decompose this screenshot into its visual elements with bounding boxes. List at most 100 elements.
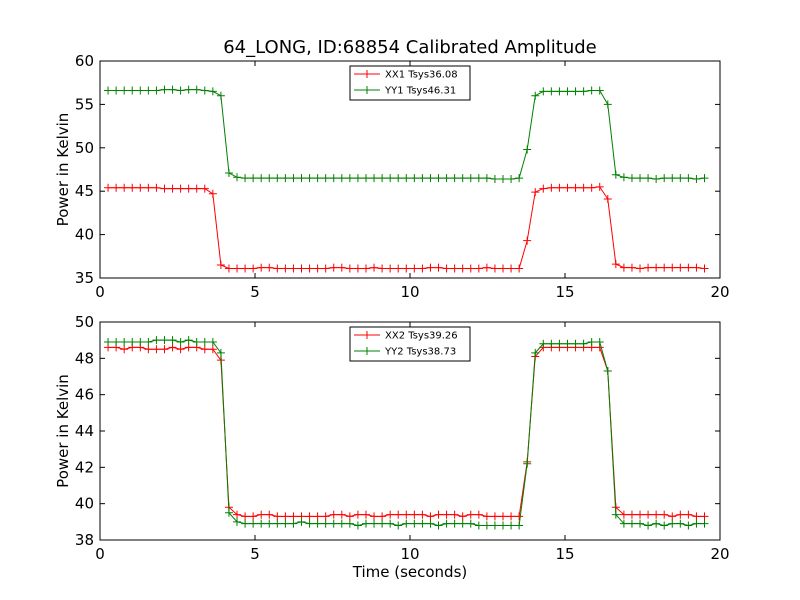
top-series-0-point — [515, 264, 524, 273]
bottom-series-1-point — [233, 517, 242, 526]
bottom-series-0-point — [619, 510, 628, 519]
top-series-1-point — [208, 87, 217, 96]
bottom-series-1-point — [386, 519, 395, 528]
bottom-series-1-point — [241, 519, 250, 528]
bottom-y-tick-label: 50 — [75, 313, 94, 331]
top-series-0-point — [370, 263, 379, 272]
top-series-0-point — [386, 264, 395, 273]
top-series-1-point — [442, 174, 451, 183]
top-series-0-point — [418, 264, 427, 273]
top-series-1-point — [216, 91, 225, 100]
top-series-0-point — [547, 183, 556, 192]
bottom-series-1-point — [466, 519, 475, 528]
bottom-series-1-point — [168, 336, 177, 345]
top-series-0-point — [619, 263, 628, 272]
bottom-series-1-point — [192, 337, 201, 346]
top-series-0-point — [523, 236, 532, 245]
top-series-1-point — [555, 87, 564, 96]
top-series-0-point — [571, 183, 580, 192]
top-series-1-point — [120, 86, 129, 95]
top-series-1-point — [619, 173, 628, 182]
bottom-series-1-point — [257, 519, 266, 528]
bottom-series-1-point — [490, 521, 499, 530]
legend-label-yy2: YY2 Tsys38.73 — [384, 347, 456, 358]
bottom-series-1-point — [289, 519, 298, 528]
top-series-1-point — [289, 174, 298, 183]
top-series-0-point — [233, 264, 242, 273]
bottom-series-1-point — [426, 519, 435, 528]
top-series-0-point — [305, 264, 314, 273]
legend-marker-xx2 — [363, 331, 371, 339]
top-series-0-point — [466, 264, 475, 273]
bottom-y-tick-label: 38 — [75, 531, 94, 549]
bottom-series-0-point — [410, 510, 419, 519]
top-series-1-point — [265, 174, 274, 183]
bottom-series-1-point — [603, 367, 612, 376]
bottom-series-0-point — [434, 510, 443, 519]
bottom-series-0-point — [426, 512, 435, 521]
top-series-1-point — [515, 174, 524, 183]
bottom-series-1-point — [208, 337, 217, 346]
bottom-series-0-point — [644, 510, 653, 519]
bottom-series-1-point — [507, 521, 516, 530]
bottom-series-1-point — [619, 519, 628, 528]
top-series-1-point — [402, 174, 411, 183]
top-series-0-point — [112, 183, 121, 192]
legend-marker-xx1 — [363, 70, 371, 78]
top-series-1-point — [523, 145, 532, 154]
top-series-0-point — [184, 184, 193, 193]
top-series-1-point — [700, 174, 709, 183]
top-series-1-point — [241, 174, 250, 183]
top-series-0-point — [563, 183, 572, 192]
top-series-0-point — [410, 264, 419, 273]
bottom-series-0-point — [515, 512, 524, 521]
top-series-1-point — [426, 174, 435, 183]
bottom-series-0-point — [120, 345, 129, 354]
bottom-series-1-point — [555, 339, 564, 348]
top-series-0-point — [128, 183, 137, 192]
bottom-x-tick-label: 10 — [400, 545, 419, 563]
top-series-0-point — [579, 183, 588, 192]
bottom-series-1-point — [144, 337, 153, 346]
top-series-1-point — [233, 173, 242, 182]
bottom-series-0-point — [402, 510, 411, 519]
bottom-series-0-point — [660, 510, 669, 519]
top-series-1-point — [595, 86, 604, 95]
top-series-0-point — [450, 264, 459, 273]
bottom-series-1-point — [361, 519, 370, 528]
top-series-1-point — [676, 174, 685, 183]
bottom-series-1-point — [265, 519, 274, 528]
top-y-tick-label: 40 — [75, 226, 94, 244]
top-series-0-point — [216, 260, 225, 269]
bottom-series-0-point — [676, 510, 685, 519]
top-x-tick-label: 20 — [710, 283, 729, 301]
bottom-y-tick-label: 44 — [75, 422, 94, 440]
bottom-series-1-point — [160, 336, 169, 345]
bottom-series-0-point — [652, 510, 661, 519]
bottom-series-0-point — [353, 510, 362, 519]
bottom-series-0-point — [450, 510, 459, 519]
top-series-0-point — [257, 263, 266, 272]
bottom-y-tick-label: 40 — [75, 495, 94, 513]
top-series-0-point — [394, 264, 403, 273]
bottom-series-0-point — [305, 512, 314, 521]
bottom-series-1-point — [184, 336, 193, 345]
top-series-0-point — [136, 183, 145, 192]
top-series-1-point — [531, 91, 540, 100]
top-series-0-point — [265, 263, 274, 272]
top-series-0-point — [345, 264, 354, 273]
top-series-0-point — [555, 183, 564, 192]
top-series-1-point — [450, 174, 459, 183]
bottom-series-0-point — [168, 343, 177, 352]
top-series-1-point — [329, 174, 338, 183]
bottom-series-1-point — [434, 521, 443, 530]
top-series-0-point — [192, 184, 201, 193]
bottom-series-1-point — [450, 519, 459, 528]
top-series-0-point — [668, 263, 677, 272]
top-y-tick-label: 50 — [75, 139, 94, 157]
top-series-0-point — [273, 264, 282, 273]
bottom-series-1-point — [418, 519, 427, 528]
top-y-tick-label: 35 — [75, 269, 94, 287]
bottom-series-0-point — [386, 510, 395, 519]
bottom-series-1-point — [281, 519, 290, 528]
